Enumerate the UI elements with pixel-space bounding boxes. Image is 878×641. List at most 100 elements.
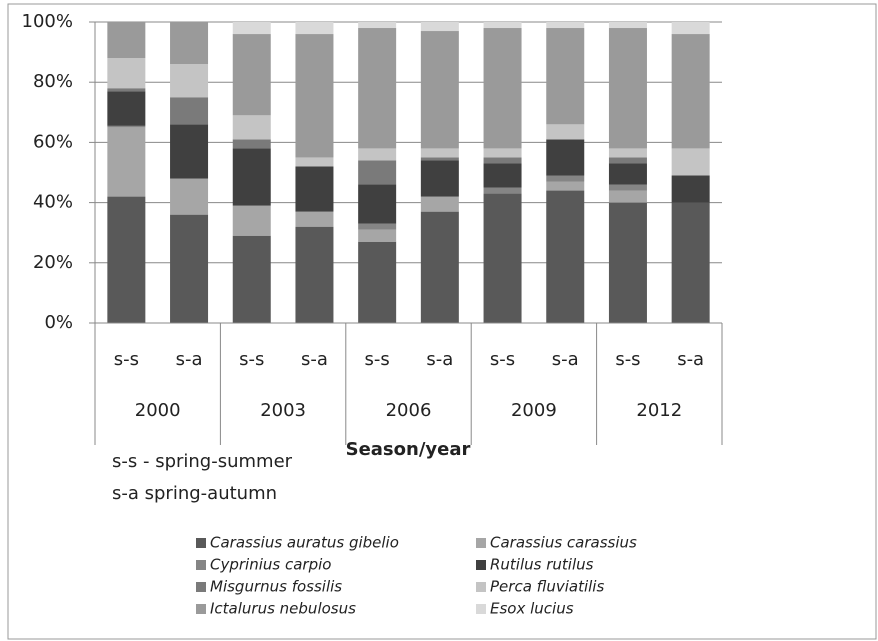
- x-tick-label: s-s: [365, 349, 390, 370]
- legend-swatch: [196, 538, 206, 548]
- bar-segment: [107, 91, 146, 126]
- x-tick-label: s-s: [239, 349, 264, 370]
- legend-swatch: [476, 582, 486, 592]
- bar-segment: [107, 58, 146, 89]
- bar-segment: [671, 22, 710, 35]
- bar-segment: [546, 190, 585, 323]
- bar-segment: [608, 184, 647, 191]
- bar-segment: [420, 160, 459, 197]
- bar-segment: [608, 202, 647, 323]
- x-tick-label: s-s: [615, 349, 640, 370]
- y-tick-label: 40%: [33, 192, 73, 213]
- bar-segment: [546, 139, 585, 176]
- legend-swatch: [476, 538, 486, 548]
- x-axis-title: Season/year: [346, 439, 471, 460]
- legend-label: Perca fluviatilis: [490, 578, 604, 596]
- bar-segment: [295, 166, 334, 212]
- bar-segment: [170, 124, 209, 179]
- group-label: 2006: [386, 400, 432, 421]
- bar-segment: [420, 157, 459, 161]
- legend-label: Carassius auratus gibelio: [210, 534, 399, 552]
- x-tick-label: s-a: [426, 349, 453, 370]
- bar-segment: [671, 34, 710, 149]
- x-tick-label: s-a: [301, 349, 328, 370]
- y-tick-label: 20%: [33, 252, 73, 273]
- bar-segment: [232, 148, 271, 206]
- bar-segment: [671, 202, 710, 323]
- y-tick-label: 80%: [33, 71, 73, 92]
- bar-segment: [358, 241, 397, 323]
- bar-segment: [546, 181, 585, 191]
- legend-swatch: [476, 560, 486, 570]
- bar-segment: [483, 148, 522, 158]
- bar-segment: [295, 22, 334, 35]
- bar-segment: [232, 22, 271, 35]
- x-tick-label: s-a: [552, 349, 579, 370]
- y-tick-label: 100%: [22, 11, 73, 32]
- legend-label: Ictalurus nebulosus: [210, 600, 356, 618]
- bar-segment: [170, 214, 209, 323]
- group-label: 2000: [135, 400, 181, 421]
- bar-segment: [358, 28, 397, 149]
- bar-segment: [170, 178, 209, 215]
- bar-segment: [608, 22, 647, 29]
- bar-segment: [608, 190, 647, 203]
- bar-segment: [295, 226, 334, 323]
- bar-segment: [170, 64, 209, 98]
- bar-segment: [358, 148, 397, 161]
- bar-segment: [420, 148, 459, 158]
- bar-segment: [170, 22, 209, 65]
- legend-swatch: [476, 604, 486, 614]
- legend-swatch: [196, 582, 206, 592]
- bar-segment: [420, 211, 459, 323]
- bar-segment: [546, 124, 585, 140]
- bar-segment: [420, 31, 459, 149]
- bar-segment: [358, 160, 397, 185]
- note: s-s - spring-summer: [112, 451, 293, 472]
- bar-segment: [608, 148, 647, 158]
- bar-segment: [358, 223, 397, 230]
- bar-segment: [232, 115, 271, 140]
- bar-segment: [232, 34, 271, 116]
- bar-segment: [608, 163, 647, 185]
- legend-label: Misgurnus fossilis: [210, 578, 342, 596]
- legend-label: Esox lucius: [490, 600, 574, 618]
- bar-segment: [295, 211, 334, 227]
- bar-segment: [107, 127, 146, 197]
- bar-segment: [358, 229, 397, 242]
- bar-segment: [107, 125, 146, 128]
- legend-swatch: [196, 560, 206, 570]
- bar-segment: [107, 88, 146, 92]
- x-tick-label: s-a: [677, 349, 704, 370]
- group-label: 2012: [636, 400, 682, 421]
- bar-segment: [546, 28, 585, 125]
- bar-segment: [420, 196, 459, 212]
- group-label: 2003: [260, 400, 306, 421]
- legend-label: Carassius carassius: [490, 534, 637, 552]
- bar-segment: [420, 22, 459, 32]
- bar-segment: [483, 28, 522, 149]
- bar-segment: [608, 157, 647, 164]
- bar-segment: [232, 139, 271, 149]
- bar-segment: [608, 28, 647, 149]
- bar-segment: [483, 22, 522, 29]
- bar-segment: [232, 205, 271, 236]
- legend-label: Rutilus rutilus: [490, 556, 594, 574]
- bar-segment: [170, 97, 209, 125]
- bar-segment: [483, 163, 522, 188]
- bar-segment: [107, 22, 146, 59]
- y-tick-label: 60%: [33, 131, 73, 152]
- bar-segment: [358, 184, 397, 224]
- bar-segment: [483, 157, 522, 164]
- y-tick-label: 0%: [44, 312, 73, 333]
- group-label: 2009: [511, 400, 557, 421]
- bar-segment: [483, 187, 522, 194]
- bar-segment: [107, 196, 146, 323]
- x-tick-label: s-s: [490, 349, 515, 370]
- bar-segment: [483, 193, 522, 323]
- bar-segment: [671, 148, 710, 176]
- note: s-a spring-autumn: [112, 483, 277, 504]
- bar-segment: [232, 235, 271, 323]
- bar-segment: [671, 175, 710, 203]
